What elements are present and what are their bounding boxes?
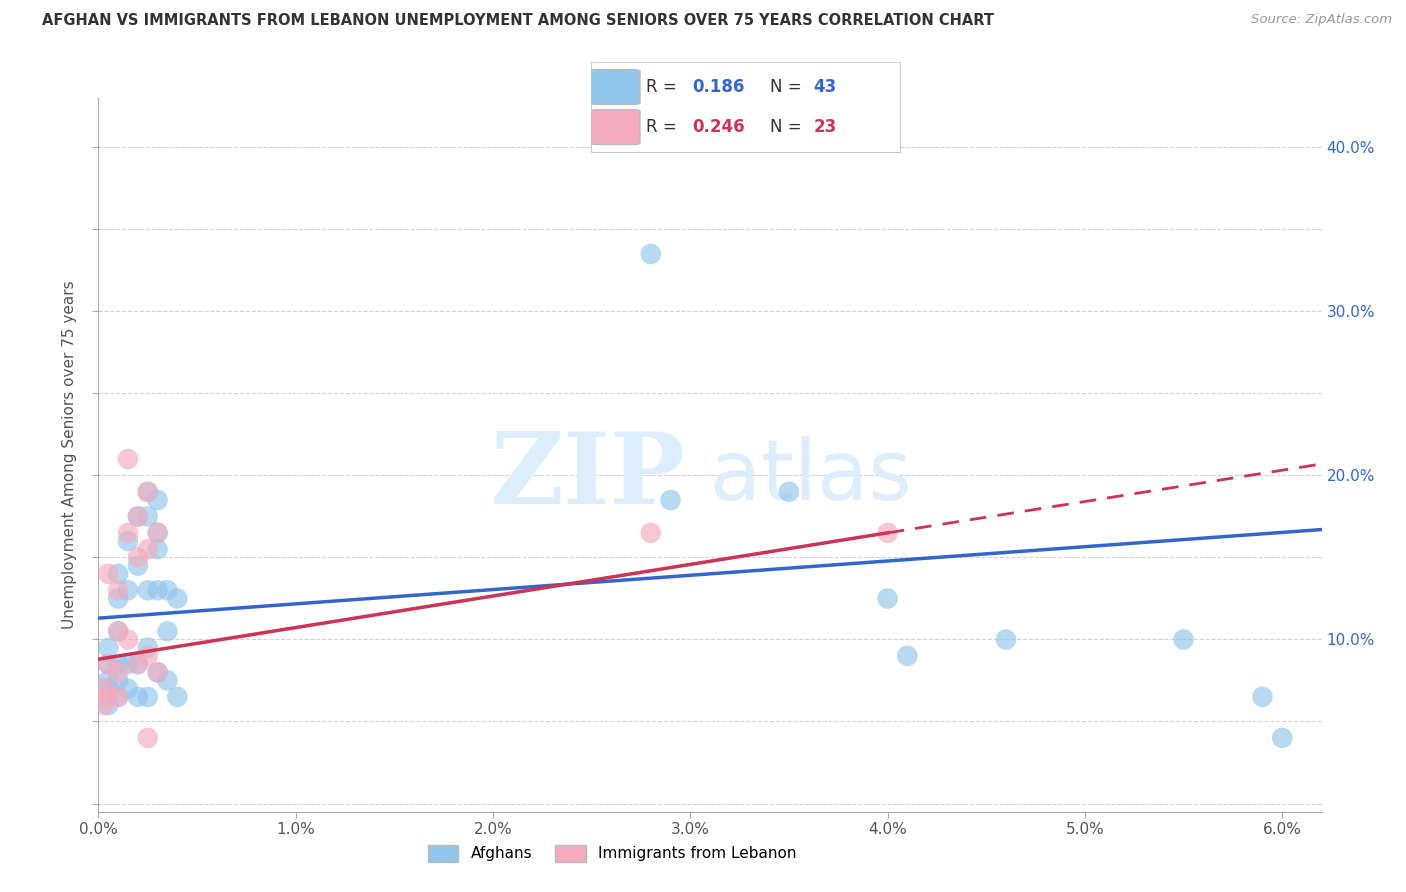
Point <box>1173 632 1195 647</box>
Point <box>146 542 169 557</box>
Point <box>127 558 149 573</box>
Point <box>97 681 120 696</box>
Point <box>146 493 169 508</box>
Point <box>127 509 149 524</box>
Text: atlas: atlas <box>710 436 911 516</box>
Point <box>659 493 682 508</box>
Text: ZIP: ZIP <box>491 428 686 524</box>
Point <box>117 534 139 549</box>
Point <box>93 698 115 712</box>
Point <box>107 690 129 704</box>
Point <box>97 673 120 688</box>
FancyBboxPatch shape <box>591 110 640 145</box>
Text: 23: 23 <box>813 118 837 136</box>
Point <box>166 591 188 606</box>
Point <box>156 673 179 688</box>
Point <box>107 665 129 680</box>
Point <box>97 690 120 704</box>
Point <box>107 624 129 639</box>
Text: 0.246: 0.246 <box>693 118 745 136</box>
Point <box>117 681 139 696</box>
Point <box>640 525 662 540</box>
Point <box>107 673 129 688</box>
Text: N =: N = <box>770 78 807 95</box>
Point <box>117 452 139 467</box>
Point <box>107 591 129 606</box>
Point <box>1271 731 1294 745</box>
Text: N =: N = <box>770 118 807 136</box>
Point <box>146 665 169 680</box>
Point <box>640 247 662 261</box>
Text: AFGHAN VS IMMIGRANTS FROM LEBANON UNEMPLOYMENT AMONG SENIORS OVER 75 YEARS CORRE: AFGHAN VS IMMIGRANTS FROM LEBANON UNEMPL… <box>42 13 994 29</box>
Point <box>166 690 188 704</box>
Point <box>146 665 169 680</box>
Point <box>146 583 169 598</box>
Point <box>778 484 800 499</box>
Point <box>876 591 898 606</box>
Point <box>97 657 120 671</box>
Point <box>97 566 120 581</box>
Point <box>136 690 159 704</box>
Point <box>127 550 149 565</box>
Point <box>136 648 159 663</box>
Point <box>97 640 120 655</box>
Text: Source: ZipAtlas.com: Source: ZipAtlas.com <box>1251 13 1392 27</box>
Point <box>107 690 129 704</box>
Point <box>136 583 159 598</box>
Legend: Afghans, Immigrants from Lebanon: Afghans, Immigrants from Lebanon <box>422 838 803 868</box>
Point <box>107 624 129 639</box>
Text: 43: 43 <box>813 78 837 95</box>
Point <box>117 657 139 671</box>
Point <box>97 657 120 671</box>
Point <box>136 640 159 655</box>
Point <box>1251 690 1274 704</box>
Point <box>127 657 149 671</box>
Point <box>117 632 139 647</box>
Y-axis label: Unemployment Among Seniors over 75 years: Unemployment Among Seniors over 75 years <box>62 281 77 629</box>
Text: 0.186: 0.186 <box>693 78 745 95</box>
Point <box>156 583 179 598</box>
Point <box>107 566 129 581</box>
Point <box>97 698 120 712</box>
Text: R =: R = <box>647 78 682 95</box>
Point <box>117 583 139 598</box>
Point <box>146 525 169 540</box>
Point <box>117 525 139 540</box>
Point <box>127 657 149 671</box>
Point <box>136 509 159 524</box>
Point <box>994 632 1017 647</box>
Text: R =: R = <box>647 118 682 136</box>
FancyBboxPatch shape <box>591 70 640 104</box>
Point <box>136 542 159 557</box>
Point <box>107 657 129 671</box>
Point <box>156 624 179 639</box>
Point <box>107 583 129 598</box>
Point <box>876 525 898 540</box>
Point <box>127 509 149 524</box>
Point <box>127 690 149 704</box>
Point <box>136 484 159 499</box>
Point <box>93 681 115 696</box>
Point <box>896 648 918 663</box>
Point <box>146 525 169 540</box>
Point <box>136 731 159 745</box>
Point <box>136 484 159 499</box>
